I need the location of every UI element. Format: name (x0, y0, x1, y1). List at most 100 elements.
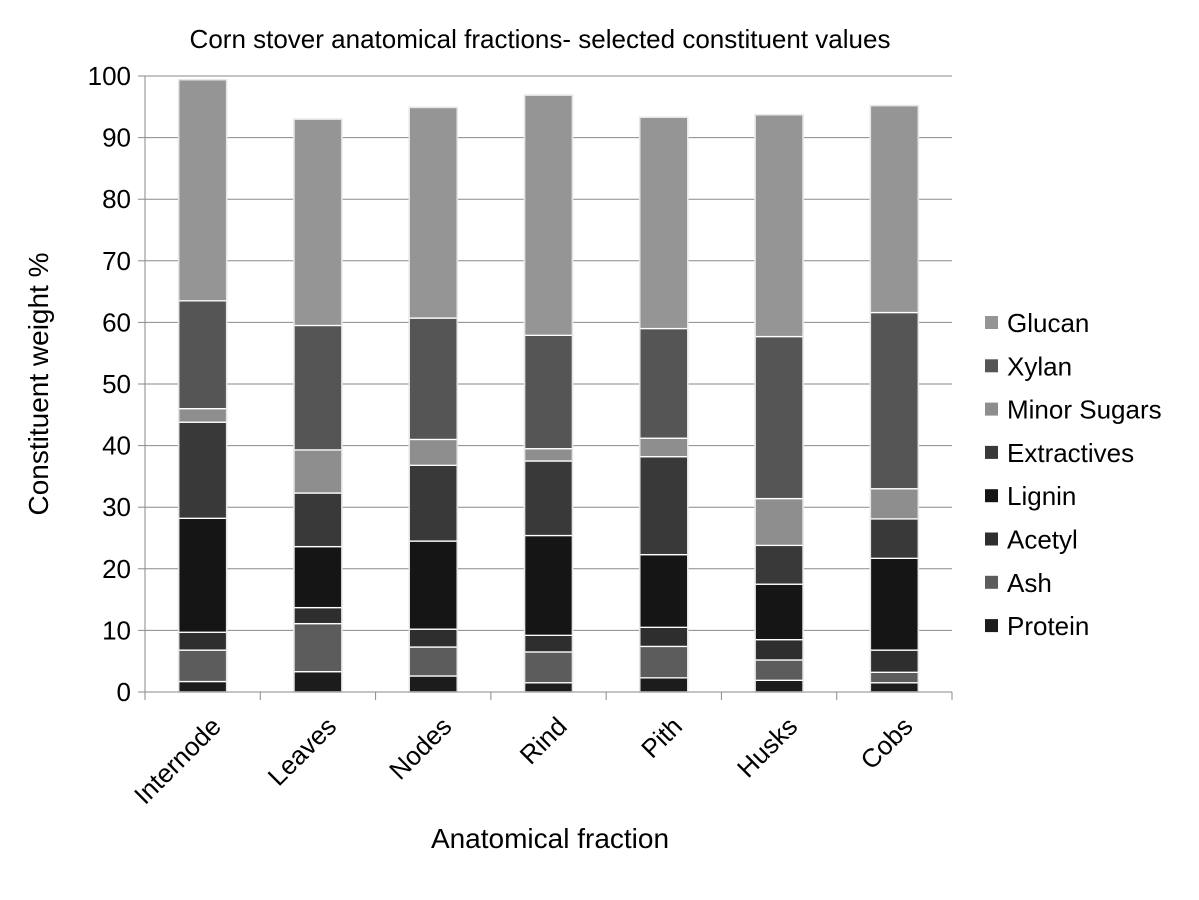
y-tick-label: 10 (102, 615, 131, 645)
legend-label: Ash (1007, 568, 1052, 598)
legend-label: Extractives (1007, 438, 1134, 468)
y-tick-label: 40 (102, 431, 131, 461)
bar-segment-extractives (869, 518, 920, 559)
bar-segment-glucan (754, 114, 804, 338)
bar-segment-minor-sugars (177, 407, 228, 423)
bar-segment-extractives (293, 492, 343, 548)
x-tick-label: Leaves (262, 711, 342, 791)
bar-segment-xylan (293, 324, 343, 451)
legend-label: Acetyl (1007, 525, 1078, 555)
legend-swatch (985, 489, 998, 503)
y-tick-label: 30 (102, 492, 131, 522)
bar-segment-acetyl (523, 634, 574, 653)
bar-segment-lignin (408, 540, 458, 630)
legend-label: Xylan (1007, 351, 1072, 381)
bar-segment-lignin (523, 534, 574, 636)
y-tick-label: 60 (102, 307, 131, 337)
bar-segment-ash (177, 649, 228, 683)
bar-segment-lignin (293, 545, 343, 609)
bar-segment-extractives (408, 464, 458, 542)
bar-stack-leaves (293, 118, 343, 693)
x-tick-label: Rind (514, 711, 573, 770)
bar-segment-minor-sugars (523, 448, 574, 462)
legend-swatch (985, 575, 998, 589)
x-tick-label: Internode (128, 711, 227, 810)
x-axis-title: Anatomical fraction (431, 823, 669, 854)
bar-segment-glucan (869, 104, 920, 314)
bars (177, 78, 920, 693)
bar-segment-minor-sugars (754, 497, 804, 547)
bar-segment-protein (293, 671, 343, 693)
bar-segment-protein (754, 679, 804, 693)
y-tick-label: 100 (88, 61, 131, 91)
bar-stack-pith (639, 116, 689, 693)
bar-segment-protein (869, 682, 920, 693)
bar-segment-ash (754, 659, 804, 681)
y-tick-label: 80 (102, 184, 131, 214)
y-tick-label: 50 (102, 369, 131, 399)
bar-stack-husks (754, 114, 804, 693)
legend-item-lignin: Lignin (985, 481, 1076, 511)
bar-segment-ash (639, 645, 689, 679)
bar-stack-cobs (869, 104, 920, 693)
bar-segment-acetyl (293, 606, 343, 625)
bar-segment-ash (408, 646, 458, 677)
legend-label: Glucan (1007, 308, 1089, 338)
bar-segment-minor-sugars (639, 437, 689, 458)
bar-segment-glucan (523, 94, 574, 336)
y-tick-label: 70 (102, 246, 131, 276)
legend-item-ash: Ash (985, 568, 1052, 598)
bar-segment-ash (293, 622, 343, 673)
bar-segment-xylan (754, 335, 804, 500)
legend-item-protein: Protein (985, 611, 1089, 641)
bar-segment-extractives (177, 421, 228, 519)
bar-segment-minor-sugars (293, 449, 343, 494)
bar-segment-protein (639, 677, 689, 693)
y-tick-label: 90 (102, 123, 131, 153)
bar-segment-xylan (869, 311, 920, 490)
bar-segment-xylan (177, 300, 228, 410)
legend-label: Protein (1007, 611, 1089, 641)
bar-segment-glucan (177, 79, 228, 302)
legend-item-minor-sugars: Minor Sugars (985, 395, 1162, 425)
bar-segment-protein (523, 682, 574, 693)
bar-segment-minor-sugars (408, 438, 458, 466)
bar-stack-internode (177, 78, 228, 693)
bar-segment-acetyl (869, 649, 920, 673)
bar-segment-ash (869, 671, 920, 684)
bar-segment-ash (523, 651, 574, 684)
legend-item-acetyl: Acetyl (985, 525, 1078, 555)
legend-swatch (985, 316, 998, 329)
x-tick-label: Cobs (854, 711, 918, 775)
bar-segment-glucan (293, 118, 343, 327)
x-tick-label: Husks (731, 711, 803, 783)
legend-item-xylan: Xylan (985, 351, 1072, 381)
bar-segment-extractives (523, 460, 574, 537)
bar-segment-extractives (754, 544, 804, 585)
bar-segment-lignin (177, 517, 228, 633)
bar-segment-lignin (639, 553, 689, 628)
legend-label: Lignin (1007, 481, 1076, 511)
legend-swatch (985, 619, 998, 633)
bar-segment-extractives (639, 456, 689, 556)
legend-label: Minor Sugars (1007, 395, 1162, 425)
legend-swatch (985, 445, 998, 459)
y-axis-title: Constituent weight % (23, 252, 54, 515)
x-tick-label: Nodes (383, 711, 457, 785)
bar-segment-lignin (869, 557, 920, 651)
bar-segment-xylan (639, 327, 689, 439)
bar-stack-nodes (408, 106, 458, 693)
bar-segment-minor-sugars (869, 488, 920, 520)
y-tick-label: 20 (102, 554, 131, 584)
bar-segment-glucan (639, 116, 689, 330)
y-tick-label: 0 (117, 677, 131, 707)
legend-swatch (985, 532, 998, 546)
bar-segment-xylan (408, 317, 458, 441)
x-tick-label: Pith (635, 711, 688, 764)
bar-stack-rind (523, 94, 574, 693)
bar-segment-xylan (523, 334, 574, 450)
bar-segment-lignin (754, 583, 804, 641)
bar-segment-acetyl (754, 638, 804, 661)
